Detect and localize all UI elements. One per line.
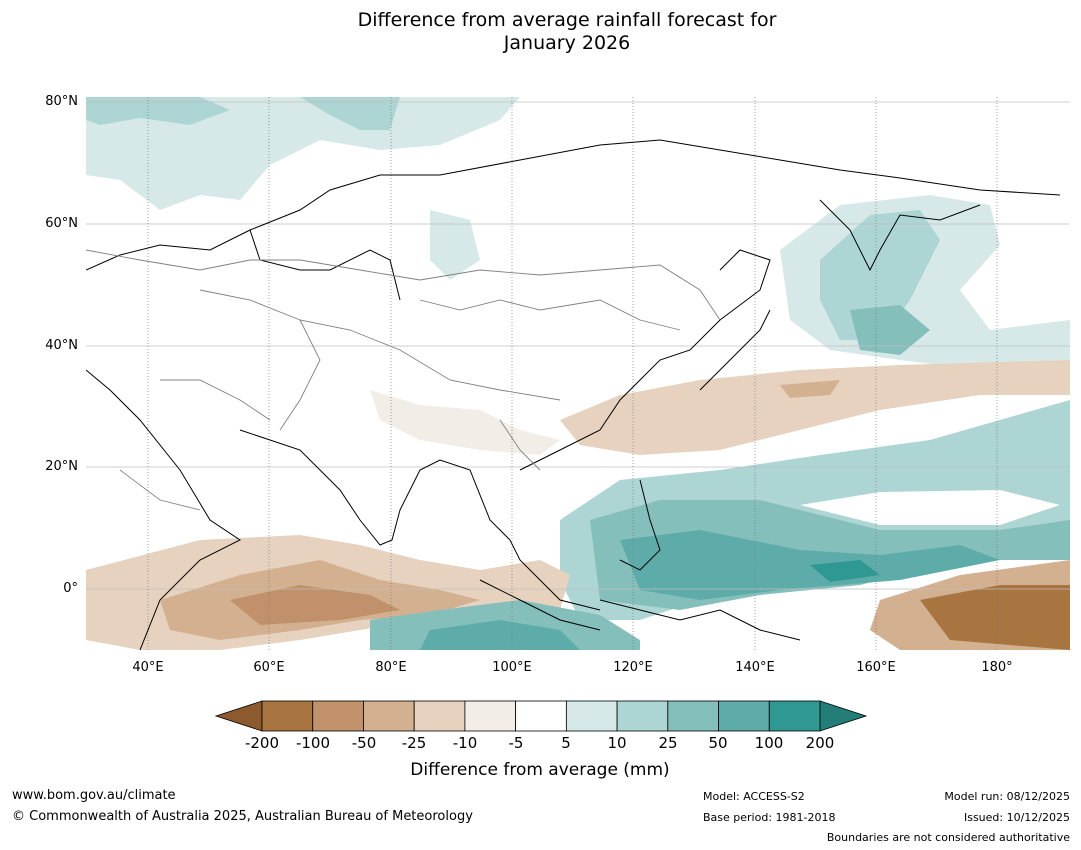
model-run-text: Model run: 08/12/2025 [944,790,1070,803]
colorbar-under-arrow [214,700,263,732]
colorbar-tick: -5 [508,734,524,752]
lat-label-60n: 60°N [45,216,78,231]
lon-label-60e: 60°E [253,660,285,675]
colorbar-title: Difference from average (mm) [410,760,670,780]
colorbar-segment [261,700,314,732]
copyright-text: © Commonwealth of Australia 2025, Austra… [12,809,473,824]
disclaimer-text: Boundaries are not considered authoritat… [826,831,1070,844]
colorbar-segment [565,700,618,732]
colorbar-segment [515,700,567,732]
lon-label-100e: 100°E [492,660,532,675]
lon-label-160e: 160°E [856,660,896,675]
colorbar-segment [312,700,364,732]
lat-label-40n: 40°N [45,338,78,353]
colorbar-tick: 10 [607,734,627,752]
base-period-text: Base period: 1981-2018 [703,811,836,824]
colorbar-tick: -50 [351,734,377,752]
lat-label-0: 0° [63,581,78,596]
colorbar-segment [413,700,466,732]
website-link[interactable]: www.bom.gov.au/climate [12,788,176,803]
colorbar-tick: 5 [561,734,571,752]
colorbar-tick: 200 [805,734,835,752]
colorbar-segment [667,700,719,732]
colorbar-tick: 50 [708,734,728,752]
lat-label-80n: 80°N [45,94,78,109]
colorbar-over-arrow [819,700,868,732]
lon-label-180: 180° [981,660,1013,675]
lat-label-20n: 20°N [45,459,78,474]
lon-label-140e: 140°E [735,660,775,675]
map-title: Difference from average rainfall forecas… [0,9,1081,55]
colorbar-segment [616,700,669,732]
colorbar-segment [464,700,517,732]
lon-label-120e: 120°E [613,660,653,675]
model-text: Model: ACCESS-S2 [703,790,805,803]
issued-text: Issued: 10/12/2025 [963,811,1070,824]
colorbar-tick: -200 [244,734,280,752]
map-title-line2: January 2026 [503,32,631,54]
colorbar-tick: 100 [754,734,784,752]
colorbar [214,700,868,732]
map-title-line1: Difference from average rainfall forecas… [357,9,777,31]
lon-label-80e: 80°E [375,660,407,675]
colorbar-tick: -100 [295,734,331,752]
colorbar-tick: 25 [658,734,678,752]
anomaly-field [86,97,1070,650]
colorbar-segment [718,700,770,732]
colorbar-tick: -25 [401,734,427,752]
colorbar-tick: -10 [452,734,478,752]
colorbar-segment [768,700,821,732]
lon-label-40e: 40°E [132,660,164,675]
colorbar-segment [363,700,415,732]
